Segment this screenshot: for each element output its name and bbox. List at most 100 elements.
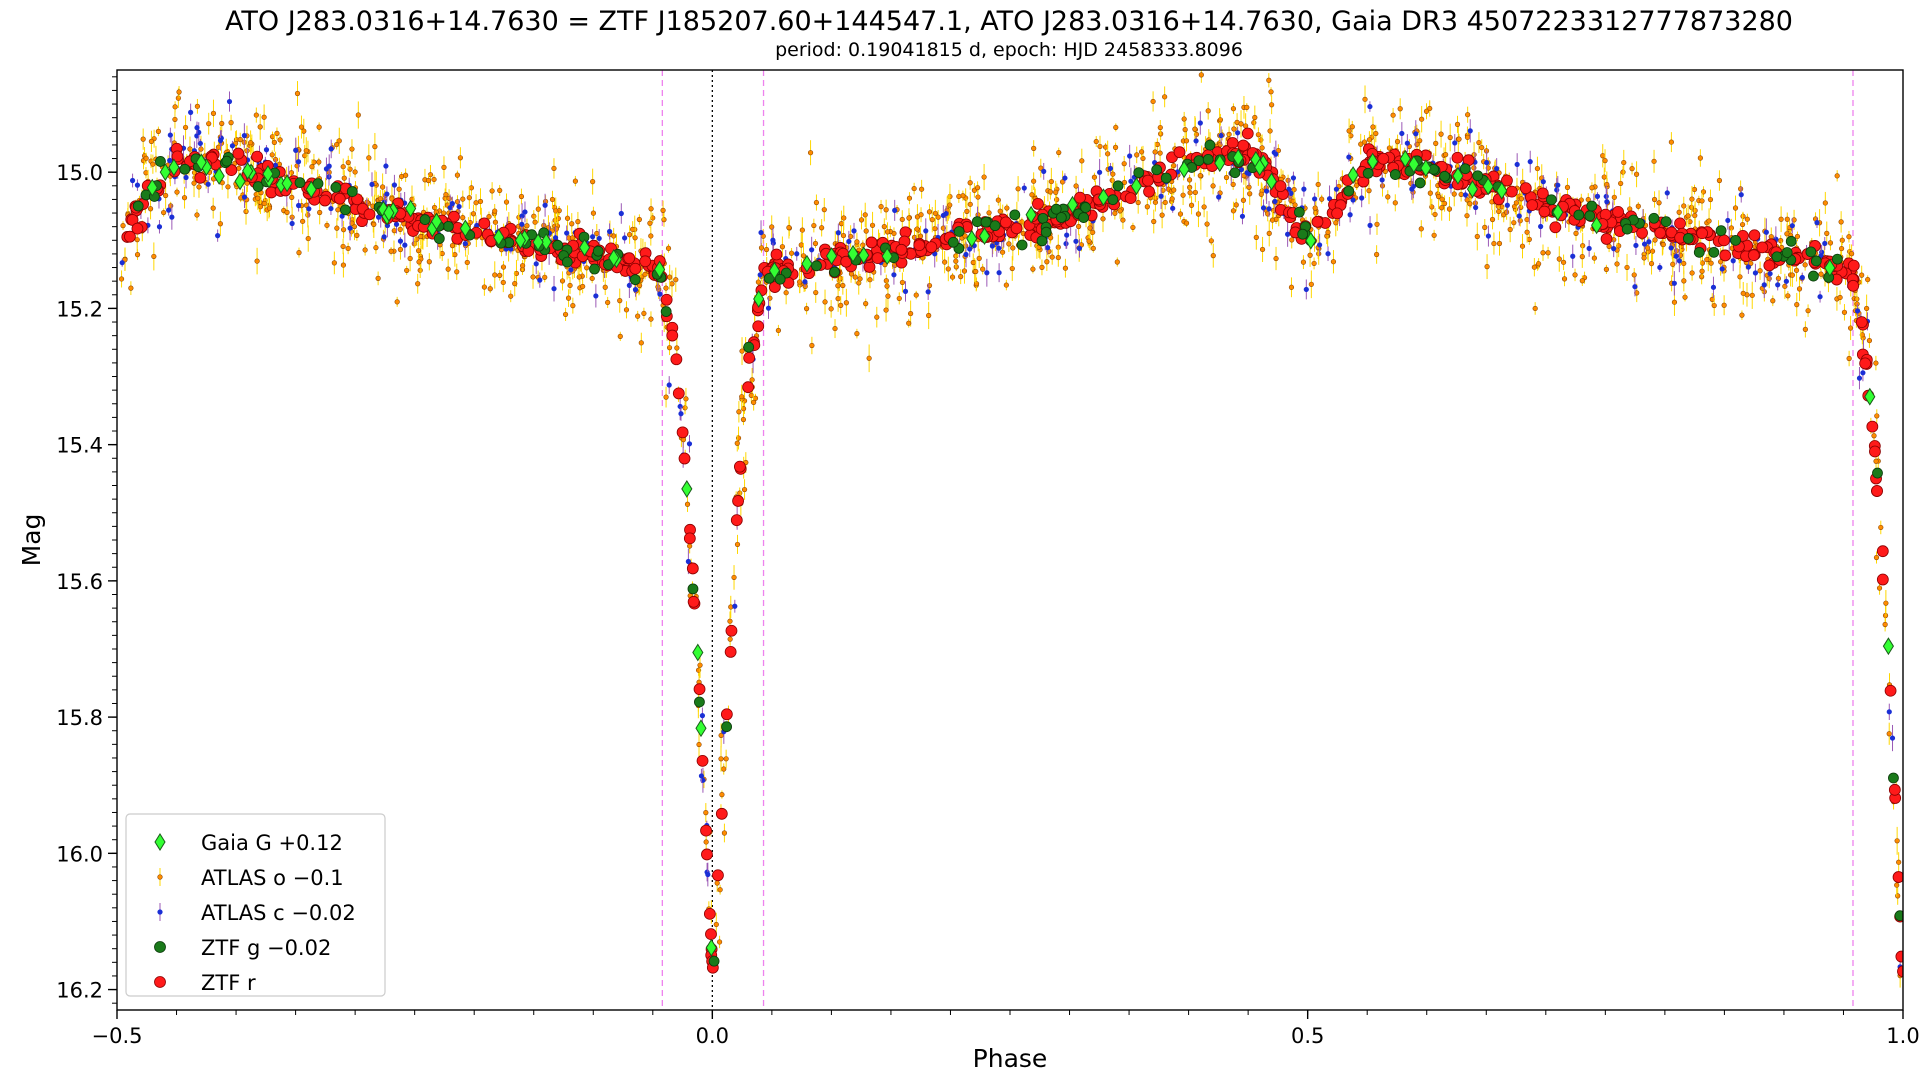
data-point: [1269, 217, 1276, 223]
data-point: [1232, 148, 1244, 167]
data-point: [1871, 485, 1883, 497]
data-point: [1692, 212, 1698, 219]
data-point: [1447, 134, 1453, 141]
data-point: [394, 299, 400, 305]
data-point: [1618, 180, 1624, 187]
data-point: [1484, 159, 1490, 166]
data-point: [1399, 149, 1411, 168]
data-point: [271, 139, 277, 145]
data-point: [884, 229, 891, 235]
data-point: [1097, 143, 1103, 150]
data-point: [1162, 199, 1168, 206]
data-point: [1399, 130, 1405, 137]
data-point: [966, 229, 978, 248]
data-point: [1074, 191, 1086, 204]
data-point: [1824, 230, 1830, 236]
data-point: [1446, 206, 1453, 212]
data-point: [1289, 237, 1295, 243]
data-point: [1333, 186, 1340, 192]
data-point: [1740, 290, 1746, 296]
data-point: [686, 562, 699, 575]
data-point: [415, 281, 421, 287]
data-point: [953, 226, 965, 237]
data-point: [967, 246, 973, 252]
data-point: [225, 184, 231, 190]
data-point: [881, 224, 887, 230]
data-point: [1646, 239, 1652, 245]
data-point: [632, 235, 638, 241]
data-point: [1198, 72, 1204, 78]
data-point: [1130, 177, 1143, 196]
data-point: [730, 514, 743, 527]
data-point: [698, 773, 705, 779]
data-point: [1464, 134, 1471, 140]
data-point: [443, 192, 449, 198]
data-point: [1586, 200, 1598, 212]
data-point: [326, 163, 332, 169]
data-point: [568, 267, 574, 273]
data-point: [1420, 159, 1432, 178]
data-point: [1154, 141, 1160, 147]
data-point: [1333, 220, 1339, 226]
data-point: [533, 261, 539, 267]
data-point: [380, 184, 386, 190]
data-point: [1467, 128, 1473, 134]
data-point: [1159, 212, 1165, 218]
data-point: [1016, 239, 1028, 251]
data-point: [1456, 136, 1462, 142]
data-point: [1711, 302, 1717, 309]
data-point: [1546, 194, 1557, 206]
data-point: [1030, 266, 1036, 272]
data-point: [858, 217, 865, 223]
data-point: [978, 227, 991, 246]
data-point: [1814, 220, 1820, 226]
data-point: [1517, 218, 1523, 224]
data-point: [883, 278, 889, 284]
data-point: [1210, 253, 1216, 259]
data-point: [457, 155, 463, 161]
data-point: [712, 869, 724, 882]
data-point: [570, 303, 576, 309]
data-point: [866, 355, 872, 361]
data-point: [1348, 133, 1354, 139]
data-point: [194, 103, 201, 109]
data-point: [1649, 248, 1656, 254]
data-point: [1390, 112, 1396, 118]
data-point: [874, 314, 880, 320]
data-point: [648, 206, 654, 212]
data-point: [1091, 174, 1098, 180]
data-point: [433, 233, 445, 244]
data-point: [1549, 221, 1562, 234]
data-point: [1467, 201, 1473, 207]
data-point: [261, 200, 267, 207]
data-point: [731, 574, 737, 581]
data-point: [1055, 254, 1061, 261]
data-point: [340, 262, 347, 268]
data-point: [1869, 445, 1881, 458]
data-point: [524, 223, 530, 229]
data-point: [724, 646, 737, 658]
data-point: [1451, 191, 1457, 197]
data-point: [1516, 213, 1522, 219]
data-point: [518, 193, 525, 200]
data-point: [205, 181, 211, 187]
data-point: [692, 643, 704, 662]
data-point: [1142, 174, 1154, 187]
data-point: [1353, 182, 1360, 188]
data-point: [1325, 251, 1331, 257]
data-point: [1561, 276, 1568, 282]
data-point: [755, 279, 761, 285]
data-point: [210, 205, 216, 211]
data-point: [419, 214, 431, 225]
data-point: [295, 159, 302, 165]
data-point: [1040, 226, 1052, 238]
data-point: [1124, 192, 1137, 205]
data-point: [665, 245, 672, 251]
data-point: [341, 175, 347, 181]
data-point: [699, 713, 706, 719]
data-point: [542, 274, 548, 280]
data-point: [1739, 221, 1746, 228]
data-point: [352, 169, 358, 175]
data-point: [1078, 212, 1090, 223]
data-point: [1730, 234, 1741, 246]
